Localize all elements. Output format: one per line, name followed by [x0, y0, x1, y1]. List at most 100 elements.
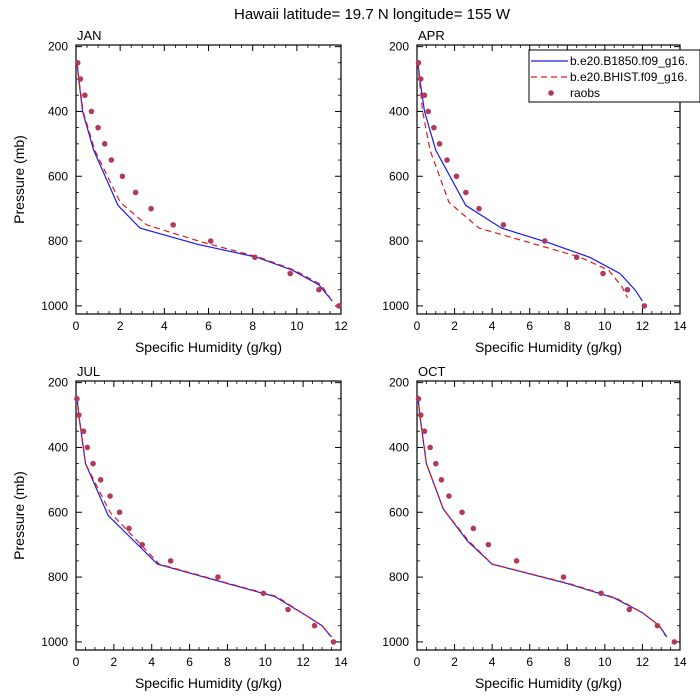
raobs-point [126, 525, 132, 532]
y-axis-label: Pressure (mb) [11, 471, 27, 560]
x-tick-label: 4 [148, 655, 155, 669]
x-tick-label: 0 [73, 319, 80, 333]
raobs-point [287, 270, 294, 277]
raobs-point [438, 477, 445, 483]
chart-title: Hawaii latitude= 19.7 N longitude= 155 W [234, 6, 511, 23]
panel-title: JAN [77, 28, 102, 43]
x-tick-label: 14 [334, 655, 348, 669]
raobs-point [444, 157, 450, 163]
raobs-point [500, 222, 507, 228]
raobs-point [139, 541, 146, 548]
raobs-point [626, 606, 633, 613]
raobs-point [167, 558, 174, 564]
panel-jan: JAN 0 2 4 6 8 10 12 200 400 600 800 1000 Specific Hum… [11, 28, 348, 355]
raobs-point [459, 509, 465, 516]
raobs-point [453, 173, 460, 180]
x-tick-label: 8 [224, 655, 231, 669]
x-tick-label: 8 [564, 319, 571, 333]
raobs-point [415, 396, 422, 402]
raobs-point [600, 270, 606, 277]
series-line-b1850 [417, 395, 668, 638]
raobs-point [76, 412, 82, 418]
y-tick-label: 1000 [41, 299, 68, 313]
y-tick-label: 200 [48, 40, 68, 54]
legend: b.e20.B1850.f09_g16. b.e20.BHIST.f09_g16.… [528, 49, 700, 103]
raobs-point [417, 412, 424, 418]
raobs-point [252, 254, 258, 261]
raobs-point [132, 189, 139, 196]
raobs-point [598, 590, 604, 597]
legend-marker-raobs [548, 90, 554, 96]
y-tick-label: 1000 [382, 635, 409, 649]
raobs-point [513, 558, 520, 564]
legend-label: b.e20.B1850.f09_g16. [570, 54, 688, 68]
x-tick-label: 12 [296, 655, 310, 669]
raobs-point [74, 60, 81, 66]
raobs-point [541, 238, 548, 244]
x-axis-label: Specific Humidity (g/kg) [475, 339, 622, 355]
y-tick-label: 600 [389, 505, 409, 519]
raobs-point [215, 574, 221, 580]
x-tick-label: 2 [451, 319, 458, 333]
raobs-point [107, 493, 113, 499]
raobs-point [82, 92, 88, 99]
x-tick-label: 2 [451, 655, 458, 669]
series-line-bhist [417, 62, 628, 299]
x-tick-label: 10 [259, 655, 273, 669]
raobs-point [470, 525, 477, 532]
series-line-b1850 [76, 62, 333, 302]
raobs-point [207, 238, 214, 244]
raobs-point [425, 108, 432, 115]
raobs-point [463, 189, 469, 196]
series-line-bhist [76, 62, 331, 299]
raobs-point [641, 303, 648, 309]
y-tick-label: 600 [48, 505, 68, 519]
raobs-point [316, 286, 322, 293]
series-line-b1850 [76, 395, 332, 638]
x-tick-label: 12 [636, 319, 650, 333]
x-tick-label: 8 [249, 319, 256, 333]
series-line-b1850 [417, 62, 643, 302]
legend-label: raobs [570, 86, 600, 100]
x-axis-label: Specific Humidity (g/kg) [475, 675, 622, 691]
series-line-bhist [417, 395, 666, 636]
y-tick-label: 400 [48, 104, 68, 118]
x-tick-label: 0 [414, 655, 421, 669]
raobs-point [436, 141, 443, 147]
series-line-bhist [76, 395, 331, 636]
raobs-point [560, 574, 567, 580]
x-tick-label: 2 [111, 655, 118, 669]
y-tick-label: 200 [389, 40, 409, 54]
x-tick-label: 10 [598, 655, 612, 669]
x-tick-label: 6 [526, 655, 533, 669]
raobs-point [80, 428, 87, 435]
panel-oct: OCT 0 2 4 6 8 10 12 14 200 400 600 800 1000 Specific H… [382, 364, 687, 691]
raobs-point [485, 541, 492, 548]
x-tick-label: 6 [526, 319, 533, 333]
legend-box [528, 49, 700, 103]
y-tick-label: 800 [48, 234, 68, 248]
y-axis-label: Pressure (mb) [11, 135, 27, 224]
y-tick-label: 1000 [41, 635, 68, 649]
x-tick-label: 4 [489, 655, 496, 669]
x-tick-label: 4 [489, 319, 496, 333]
y-tick-label: 200 [48, 376, 68, 390]
panel-title: OCT [418, 364, 446, 379]
raobs-point [432, 460, 439, 467]
x-tick-label: 10 [290, 319, 304, 333]
raobs-point [90, 460, 96, 467]
raobs-point [108, 157, 115, 163]
raobs-point [77, 76, 84, 82]
y-tick-label: 800 [389, 570, 409, 584]
x-tick-label: 2 [117, 319, 124, 333]
x-tick-label: 4 [161, 319, 168, 333]
legend-label: b.e20.BHIST.f09_g16. [570, 70, 687, 84]
raobs-point [260, 590, 267, 597]
x-tick-label: 6 [205, 319, 212, 333]
raobs-point [476, 205, 482, 212]
x-tick-label: 0 [73, 655, 80, 669]
y-tick-label: 600 [48, 169, 68, 183]
raobs-point [170, 222, 176, 228]
x-tick-label: 8 [564, 655, 571, 669]
